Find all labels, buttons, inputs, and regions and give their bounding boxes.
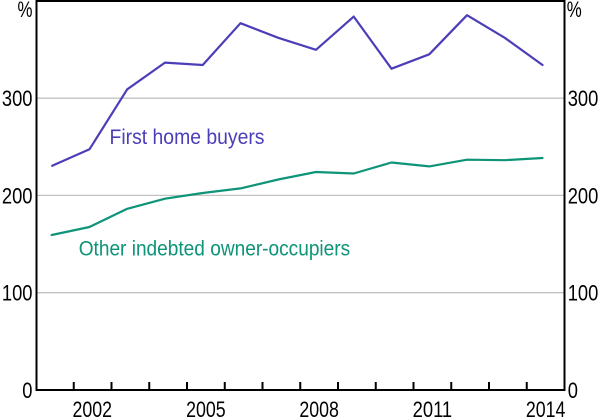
svg-text:2011: 2011 [413,397,453,417]
svg-text:100: 100 [568,281,599,306]
svg-text:%: % [567,0,582,22]
svg-text:Other indebted owner-occupiers: Other indebted owner-occupiers [79,238,351,261]
svg-text:200: 200 [568,183,599,208]
svg-text:300: 300 [568,86,599,111]
svg-text:2005: 2005 [186,397,226,417]
svg-text:100: 100 [2,281,33,306]
svg-text:300: 300 [2,86,33,111]
svg-text:2014: 2014 [526,397,566,417]
svg-text:%: % [18,0,33,22]
svg-text:2008: 2008 [299,397,339,417]
svg-text:0: 0 [568,378,578,403]
svg-text:200: 200 [2,183,33,208]
svg-text:0: 0 [22,378,32,403]
svg-text:First home buyers: First home buyers [110,126,265,149]
svg-text:2002: 2002 [73,397,113,417]
